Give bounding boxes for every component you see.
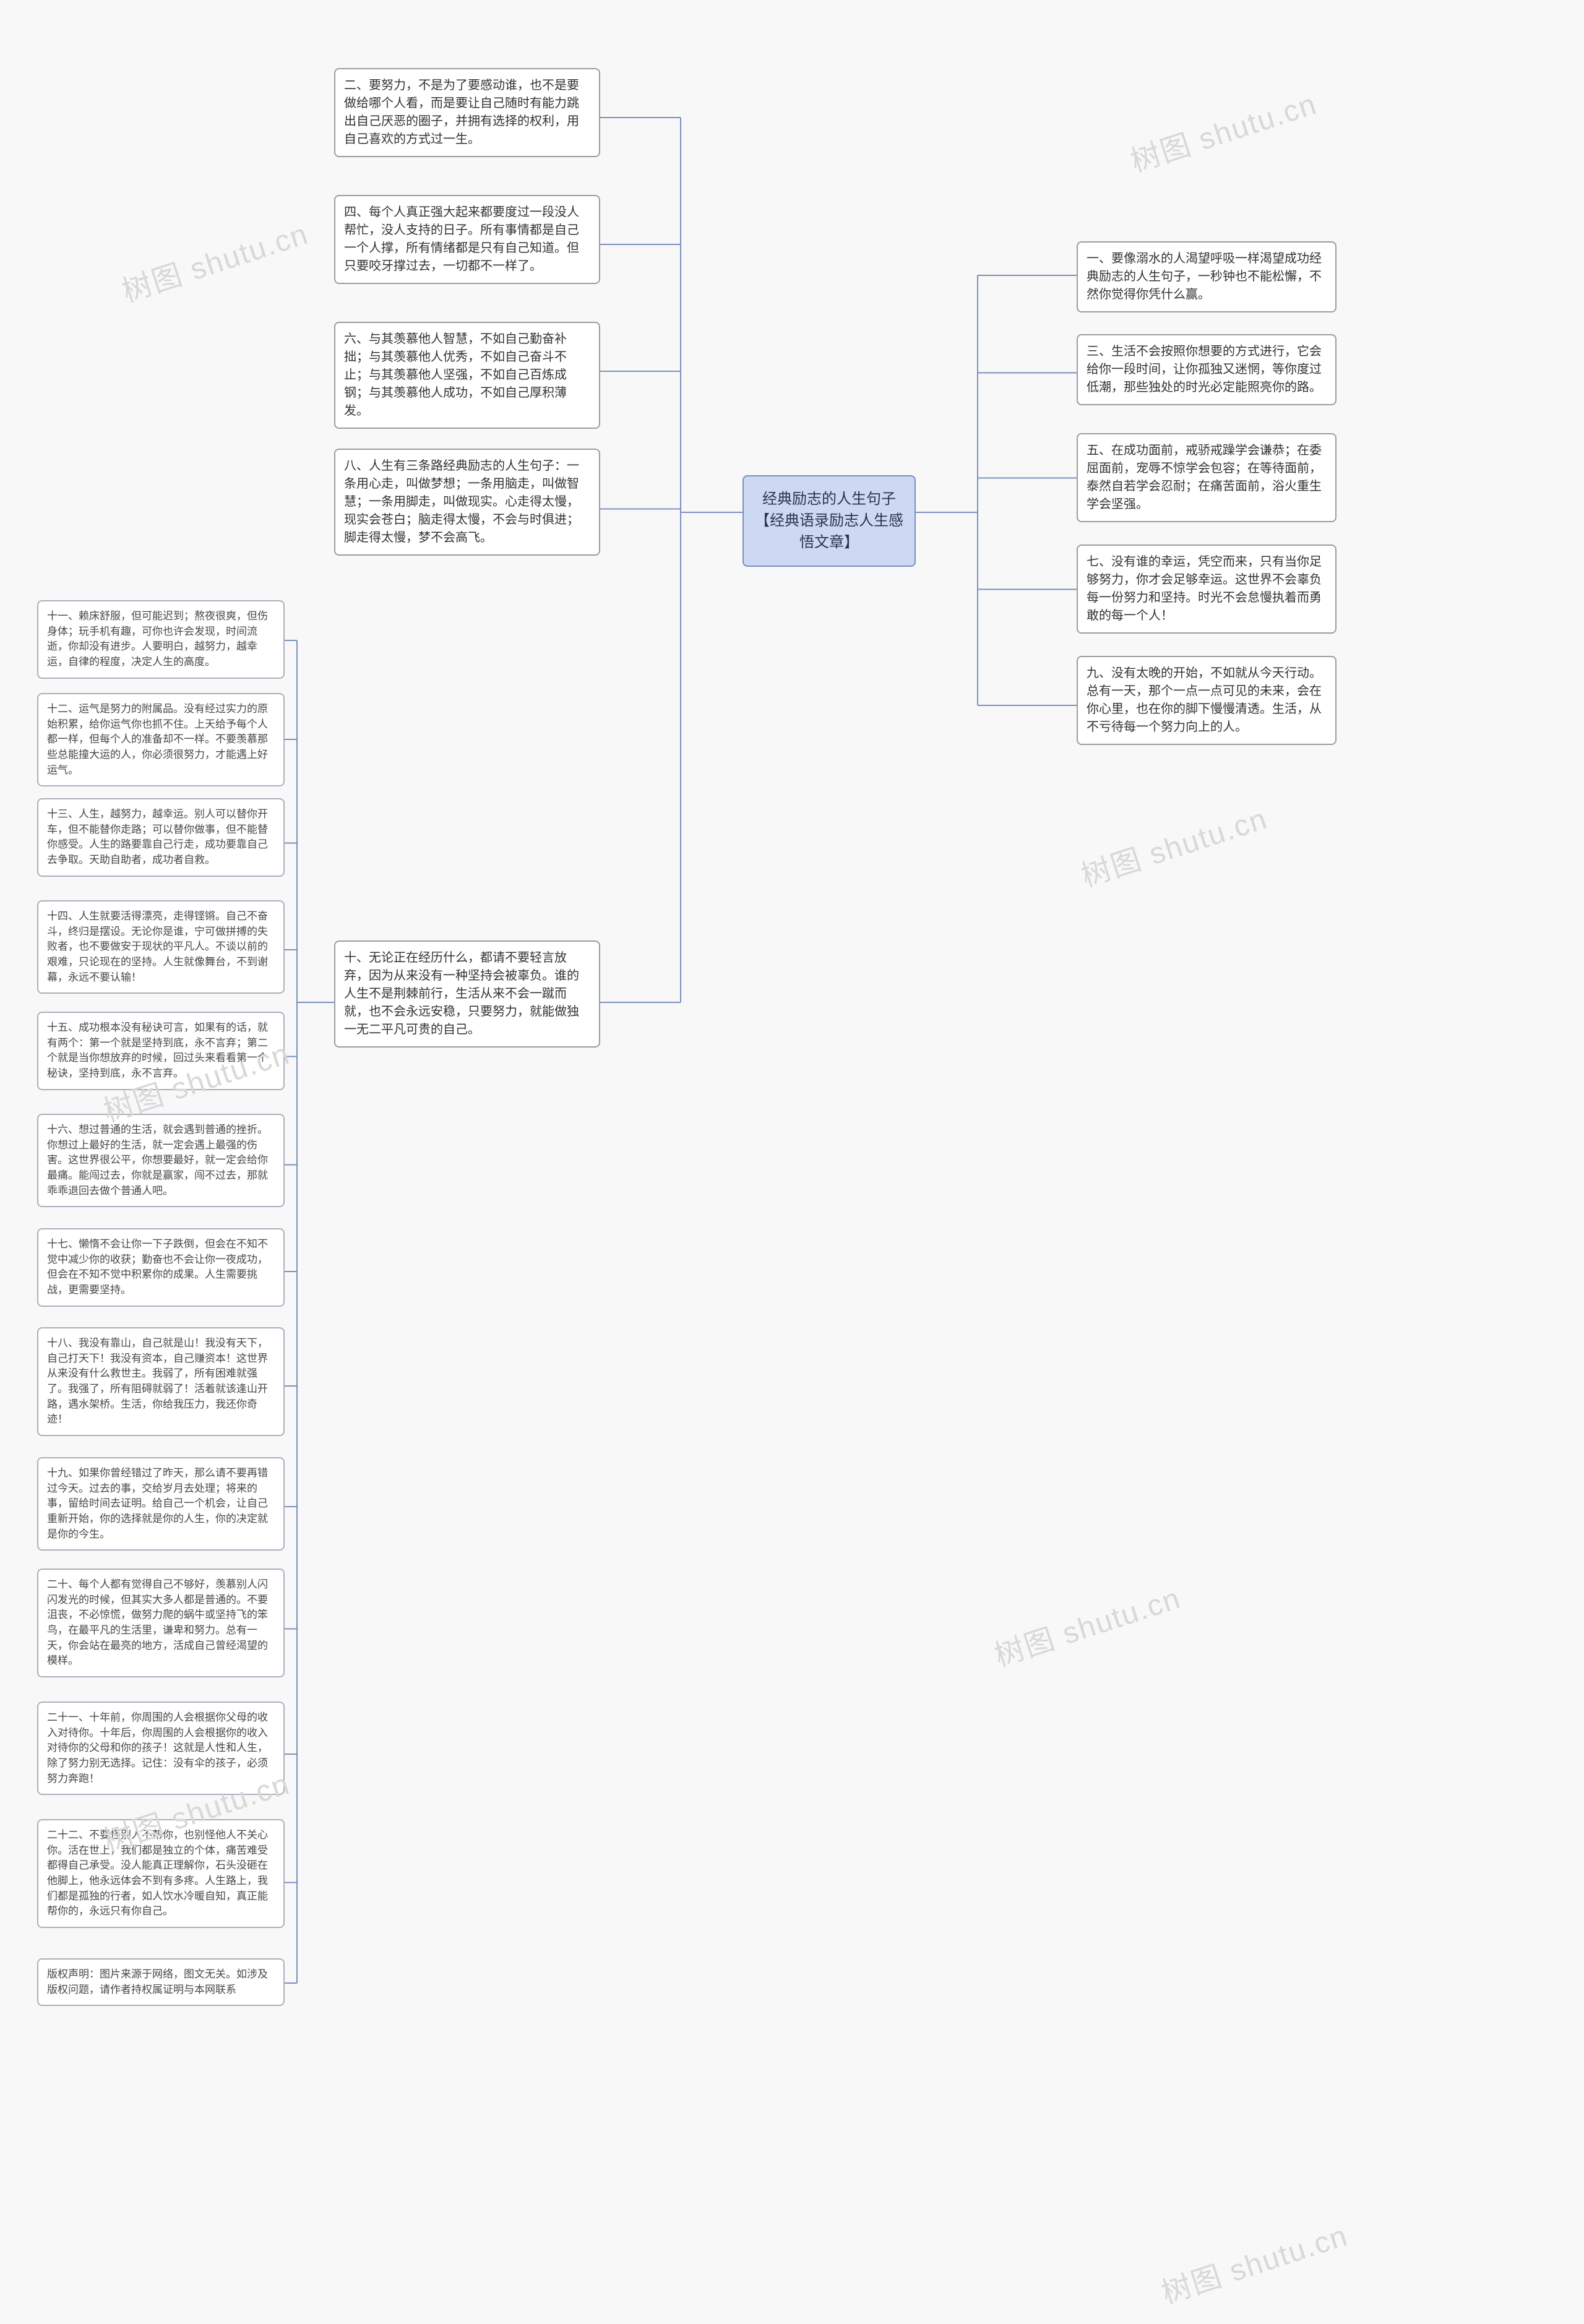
mindmap-node-text: 十八、我没有靠山，自己就是山！我没有天下，自己打天下！我没有资本，自己赚资本！这… <box>47 1337 268 1425</box>
mindmap-node-text: 四、每个人真正强大起来都要度过一段没人帮忙，没人支持的日子。所有事情都是自己一个… <box>344 205 579 273</box>
mindmap-node-right1-4: 九、没有太晚的开始，不如就从今天行动。总有一天，那个一点一点可见的未来，会在你心… <box>1077 656 1336 745</box>
mindmap-node-text: 二十二、不要怪别人不帮你，也别怪他人不关心你。活在世上，我们都是独立的个体，痛苦… <box>47 1829 268 1917</box>
mindmap-node-left2-3: 十四、人生就要活得漂亮，走得铿锵。自己不奋斗，终归是摆设。无论你是谁，宁可做拼搏… <box>37 900 285 994</box>
mindmap-center-node: 经典励志的人生句子【经典语录励志人生感悟文章】 <box>742 475 916 567</box>
mindmap-node-right1-0: 一、要像溺水的人渴望呼吸一样渴望成功经典励志的人生句子，一秒钟也不能松懈，不然你… <box>1077 241 1336 312</box>
mindmap-node-right1-2: 五、在成功面前，戒骄戒躁学会谦恭；在委屈面前，宠辱不惊学会包容；在等待面前，泰然… <box>1077 433 1336 522</box>
mindmap-node-text: 三、生活不会按照你想要的方式进行，它会给你一段时间，让你孤独又迷惘，等你度过低潮… <box>1087 345 1322 394</box>
mindmap-node-text: 五、在成功面前，戒骄戒躁学会谦恭；在委屈面前，宠辱不惊学会包容；在等待面前，泰然… <box>1087 444 1322 511</box>
mindmap-node-left2-4: 十五、成功根本没有秘诀可言，如果有的话，就有两个：第一个就是坚持到底，永不言弃；… <box>37 1012 285 1090</box>
watermark: 树图 shutu.cn <box>1124 79 1322 180</box>
mindmap-node-text: 十二、运气是努力的附属品。没有经过实力的原始积累，给你运气你也抓不住。上天给予每… <box>47 703 268 776</box>
mindmap-node-text: 六、与其羡慕他人智慧，不如自己勤奋补拙；与其羡慕他人优秀，不如自己奋斗不止；与其… <box>344 332 567 418</box>
mindmap-node-text: 一、要像溺水的人渴望呼吸一样渴望成功经典励志的人生句子，一秒钟也不能松懈，不然你… <box>1087 252 1322 301</box>
mindmap-node-text: 版权声明：图片来源于网络，图文无关。如涉及版权问题，请作者持权属证明与本网联系 <box>47 1968 268 1995</box>
mindmap-node-text: 二十、每个人都有觉得自己不够好，羡慕别人闪闪发光的时候，但其实大多人都是普通的。… <box>47 1578 268 1666</box>
mindmap-node-left2-0: 十一、赖床舒服，但可能迟到；熬夜很爽，但伤身体；玩手机有趣，可你也许会发现，时间… <box>37 600 285 679</box>
mindmap-node-left2-11: 二十二、不要怪别人不帮你，也别怪他人不关心你。活在世上，我们都是独立的个体，痛苦… <box>37 1819 285 1928</box>
mindmap-node-left2-9: 二十、每个人都有觉得自己不够好，羡慕别人闪闪发光的时候，但其实大多人都是普通的。… <box>37 1569 285 1677</box>
mindmap-node-left2-1: 十二、运气是努力的附属品。没有经过实力的原始积累，给你运气你也抓不住。上天给予每… <box>37 693 285 786</box>
watermark: 树图 shutu.cn <box>116 209 313 310</box>
mindmap-node-text: 十五、成功根本没有秘诀可言，如果有的话，就有两个：第一个就是坚持到底，永不言弃；… <box>47 1022 268 1079</box>
mindmap-node-left2-8: 十九、如果你曾经错过了昨天，那么请不要再错过今天。过去的事，交给岁月去处理；将来… <box>37 1457 285 1551</box>
mindmap-node-text: 七、没有谁的幸运，凭空而来，只有当你足够努力，你才会足够幸运。这世界不会辜负每一… <box>1087 555 1322 622</box>
mindmap-node-left2-7: 十八、我没有靠山，自己就是山！我没有天下，自己打天下！我没有资本，自己赚资本！这… <box>37 1327 285 1436</box>
mindmap-node-text: 十、无论正在经历什么，都请不要轻言放弃，因为从来没有一种坚持会被辜负。谁的人生不… <box>344 951 579 1036</box>
mindmap-node-text: 十一、赖床舒服，但可能迟到；熬夜很爽，但伤身体；玩手机有趣，可你也许会发现，时间… <box>47 610 268 668</box>
mindmap-node-left1-3: 八、人生有三条路经典励志的人生句子：一条用心走，叫做梦想；一条用脑走，叫做智慧；… <box>334 449 600 556</box>
mindmap-node-left2-10: 二十一、十年前，你周围的人会根据你父母的收入对待你。十年后，你周围的人会根据你的… <box>37 1702 285 1795</box>
mindmap-node-right1-1: 三、生活不会按照你想要的方式进行，它会给你一段时间，让你孤独又迷惘，等你度过低潮… <box>1077 334 1336 405</box>
watermark: 树图 shutu.cn <box>1075 794 1272 895</box>
mindmap-node-left1-2: 六、与其羡慕他人智慧，不如自己勤奋补拙；与其羡慕他人优秀，不如自己奋斗不止；与其… <box>334 322 600 429</box>
mindmap-node-left1-1: 四、每个人真正强大起来都要度过一段没人帮忙，没人支持的日子。所有事情都是自己一个… <box>334 195 600 284</box>
mindmap-node-left2-5: 十六、想过普通的生活，就会遇到普通的挫折。你想过上最好的生活，就一定会遇上最强的… <box>37 1114 285 1207</box>
mindmap-node-left2-2: 十三、人生，越努力，越幸运。别人可以替你开车，但不能替你走路；可以替你做事，但不… <box>37 798 285 877</box>
mindmap-node-left2-12: 版权声明：图片来源于网络，图文无关。如涉及版权问题，请作者持权属证明与本网联系 <box>37 1958 285 2006</box>
mindmap-node-left2-6: 十七、懒惰不会让你一下子跌倒，但会在不知不觉中减少你的收获；勤奋也不会让你一夜成… <box>37 1228 285 1307</box>
mindmap-node-text: 八、人生有三条路经典励志的人生句子：一条用心走，叫做梦想；一条用脑走，叫做智慧；… <box>344 459 579 544</box>
watermark: 树图 shutu.cn <box>988 1573 1186 1674</box>
mindmap-node-left1-4: 十、无论正在经历什么，都请不要轻言放弃，因为从来没有一种坚持会被辜负。谁的人生不… <box>334 940 600 1048</box>
mindmap-node-text: 十七、懒惰不会让你一下子跌倒，但会在不知不觉中减少你的收获；勤奋也不会让你一夜成… <box>47 1238 268 1296</box>
mindmap-node-text: 十九、如果你曾经错过了昨天，那么请不要再错过今天。过去的事，交给岁月去处理；将来… <box>47 1467 268 1540</box>
center-node-text: 经典励志的人生句子【经典语录励志人生感悟文章】 <box>755 491 903 551</box>
mindmap-node-text: 二十一、十年前，你周围的人会根据你父母的收入对待你。十年后，你周围的人会根据你的… <box>47 1711 268 1784</box>
mindmap-node-text: 十六、想过普通的生活，就会遇到普通的挫折。你想过上最好的生活，就一定会遇上最强的… <box>47 1124 268 1197</box>
mindmap-node-text: 十三、人生，越努力，越幸运。别人可以替你开车，但不能替你走路；可以替你做事，但不… <box>47 808 268 866</box>
mindmap-node-text: 十四、人生就要活得漂亮，走得铿锵。自己不奋斗，终归是摆设。无论你是谁，宁可做拼搏… <box>47 910 268 983</box>
mindmap-node-text: 九、没有太晚的开始，不如就从今天行动。总有一天，那个一点一点可见的未来，会在你心… <box>1087 666 1322 734</box>
watermark: 树图 shutu.cn <box>1155 2211 1353 2312</box>
mindmap-node-right1-3: 七、没有谁的幸运，凭空而来，只有当你足够努力，你才会足够幸运。这世界不会辜负每一… <box>1077 544 1336 634</box>
mindmap-node-text: 二、要努力，不是为了要感动谁，也不是要做给哪个人看，而是要让自己随时有能力跳出自… <box>344 79 579 146</box>
mindmap-node-left1-0: 二、要努力，不是为了要感动谁，也不是要做给哪个人看，而是要让自己随时有能力跳出自… <box>334 68 600 157</box>
